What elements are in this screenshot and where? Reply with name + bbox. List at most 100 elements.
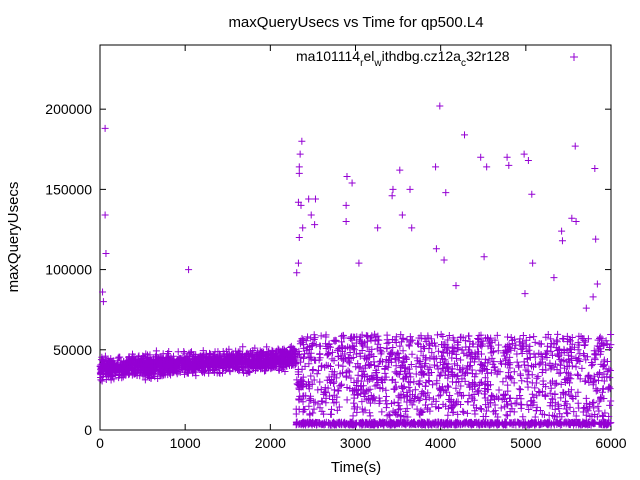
data-point bbox=[294, 259, 302, 267]
data-point bbox=[98, 360, 106, 368]
data-point bbox=[249, 349, 257, 357]
data-point bbox=[275, 354, 283, 362]
data-point bbox=[520, 150, 528, 158]
data-point bbox=[268, 346, 276, 354]
data-point bbox=[275, 365, 283, 373]
data-point bbox=[237, 358, 245, 366]
data-point bbox=[305, 195, 313, 203]
data-point bbox=[194, 358, 202, 366]
data-point bbox=[528, 390, 536, 398]
data-point bbox=[295, 169, 303, 177]
legend: ma101114relwithdbg.cz12ac32r128 bbox=[296, 48, 578, 69]
data-point bbox=[512, 341, 520, 349]
data-point bbox=[417, 363, 425, 371]
data-point bbox=[591, 165, 599, 173]
data-point bbox=[235, 349, 243, 357]
data-point bbox=[327, 410, 335, 418]
data-point bbox=[311, 221, 319, 229]
data-point bbox=[350, 399, 358, 407]
data-point bbox=[258, 348, 266, 356]
data-point bbox=[158, 358, 166, 366]
data-point bbox=[146, 351, 154, 359]
data-point bbox=[408, 350, 416, 358]
data-point bbox=[101, 352, 109, 360]
data-point bbox=[495, 341, 503, 349]
data-point bbox=[309, 365, 317, 373]
data-point bbox=[225, 345, 233, 353]
data-point bbox=[515, 385, 523, 393]
data-point bbox=[366, 385, 374, 393]
data-point bbox=[378, 408, 386, 416]
data-point bbox=[558, 237, 566, 245]
y-axis-title: maxQueryUsecs bbox=[5, 182, 22, 293]
data-point bbox=[263, 354, 271, 362]
data-point bbox=[311, 195, 319, 203]
data-point bbox=[161, 371, 169, 379]
data-point bbox=[436, 102, 444, 110]
data-point bbox=[342, 217, 350, 225]
data-point bbox=[580, 352, 588, 360]
data-point bbox=[349, 412, 357, 420]
data-point bbox=[396, 166, 404, 174]
data-point bbox=[263, 343, 271, 351]
data-point bbox=[273, 347, 281, 355]
data-point bbox=[389, 185, 397, 193]
data-point bbox=[498, 360, 506, 368]
data-point bbox=[170, 368, 178, 376]
data-point bbox=[571, 142, 579, 150]
data-point bbox=[518, 401, 526, 409]
data-point bbox=[304, 333, 312, 341]
data-point bbox=[228, 351, 236, 359]
data-point bbox=[554, 330, 562, 338]
data-point bbox=[529, 259, 537, 267]
data-point bbox=[149, 363, 157, 371]
data-point bbox=[547, 343, 555, 351]
data-point bbox=[155, 355, 163, 363]
legend-plus-mark bbox=[570, 53, 578, 61]
data-point bbox=[305, 396, 313, 404]
data-point bbox=[280, 355, 288, 363]
data-point bbox=[307, 372, 315, 380]
data-point bbox=[185, 266, 193, 274]
data-point bbox=[131, 356, 139, 364]
data-point bbox=[524, 383, 532, 391]
data-point bbox=[151, 356, 159, 364]
data-point bbox=[264, 364, 272, 372]
data-point bbox=[488, 354, 496, 362]
data-point bbox=[153, 362, 161, 370]
y-tick-label: 50000 bbox=[53, 342, 92, 358]
data-point bbox=[299, 224, 307, 232]
data-point bbox=[399, 384, 407, 392]
data-point bbox=[147, 362, 155, 370]
data-point bbox=[590, 347, 598, 355]
data-point bbox=[108, 357, 116, 365]
data-point bbox=[249, 355, 257, 363]
x-tick-label: 4000 bbox=[425, 435, 456, 451]
data-point bbox=[530, 350, 538, 358]
data-point bbox=[461, 131, 469, 139]
data-point bbox=[255, 351, 263, 359]
data-point bbox=[147, 375, 155, 383]
data-point bbox=[572, 217, 580, 225]
data-point bbox=[393, 369, 401, 377]
y-tick-label: 200000 bbox=[45, 101, 92, 117]
data-point bbox=[607, 331, 615, 339]
data-point bbox=[593, 280, 601, 288]
data-point bbox=[115, 374, 123, 382]
data-point bbox=[449, 378, 457, 386]
data-point bbox=[174, 358, 182, 366]
axis-ticks: 0 1000 2000 3000 4000 5000 6000 0 50000 100000 150… bbox=[45, 45, 627, 451]
y-tick-label: 150000 bbox=[45, 181, 92, 197]
data-point bbox=[592, 235, 600, 243]
data-point bbox=[445, 383, 453, 391]
data-point bbox=[477, 405, 485, 413]
data-point bbox=[223, 363, 231, 371]
data-point bbox=[266, 350, 274, 358]
data-point bbox=[506, 394, 514, 402]
data-point bbox=[534, 372, 542, 380]
data-point bbox=[252, 365, 260, 373]
data-point bbox=[128, 357, 136, 365]
data-point bbox=[343, 396, 351, 404]
data-point bbox=[524, 157, 532, 164]
data-point bbox=[109, 361, 117, 369]
